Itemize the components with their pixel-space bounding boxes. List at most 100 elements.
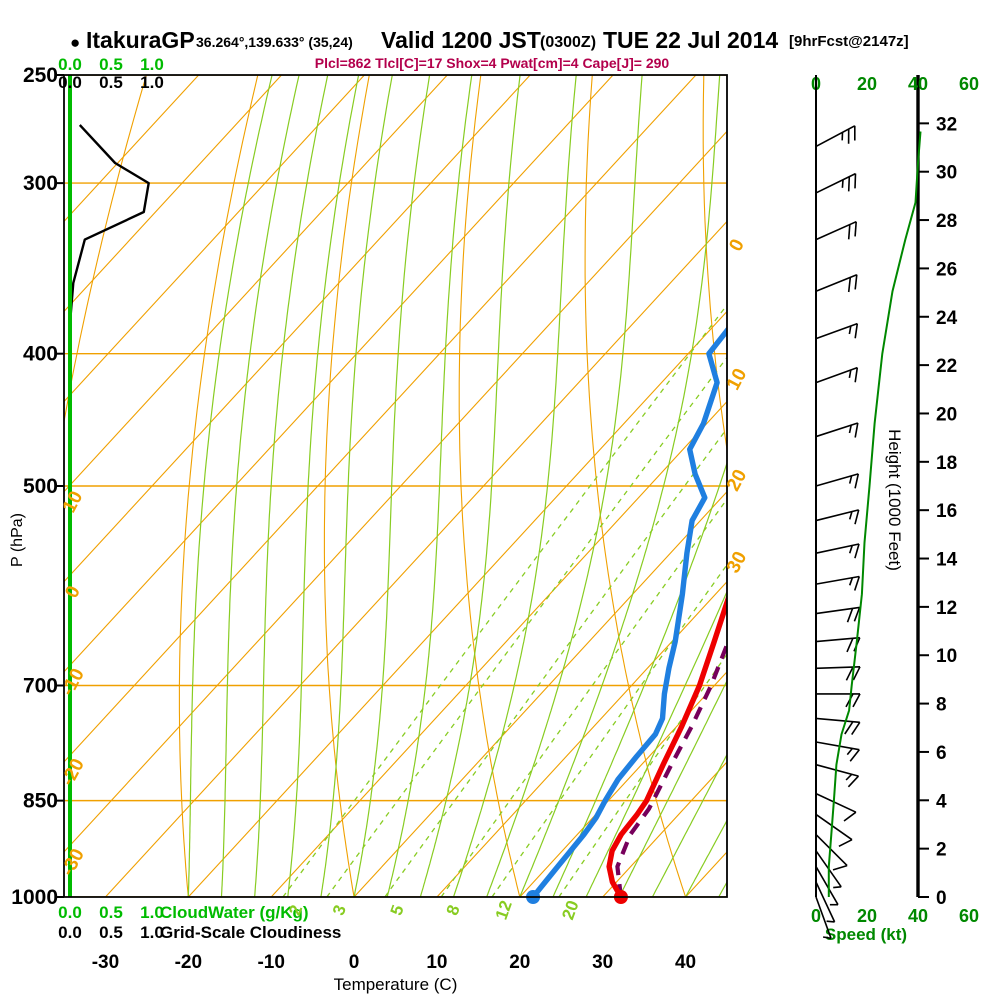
- wind-barb: [815, 693, 861, 708]
- cloudwater-tick-label-bottom: 0.5: [99, 903, 123, 922]
- wind-barb-full-flag: [843, 811, 857, 822]
- wind-barb: [815, 606, 861, 623]
- wind-barb-half-flag: [845, 773, 853, 781]
- saturated-adiabat-line: [519, 75, 721, 897]
- wind-barb-full-flag: [854, 422, 859, 438]
- wind-barb: [815, 763, 860, 788]
- wind-barb-shaft: [815, 881, 836, 923]
- wind-barb-full-flag: [847, 775, 860, 788]
- grid-layer: [63, 74, 1000, 904]
- mixing-ratio-label: 8: [443, 902, 464, 917]
- wind-barb-half-flag: [848, 577, 854, 586]
- cloudiness-tick-label-top: 1.0: [140, 73, 164, 92]
- isotherm-label-left: -20: [57, 755, 88, 789]
- wind-barb-full-flag: [847, 277, 852, 293]
- wind-barb-shaft: [815, 833, 848, 867]
- wind-barb-full-flag: [854, 323, 859, 339]
- isotherm-line: [64, 75, 200, 897]
- wind-barb-half-flag: [848, 424, 852, 434]
- wind-barb-shaft: [815, 606, 860, 615]
- wind-barb-half-flag: [848, 325, 852, 335]
- pressure-tick-label: 300: [23, 172, 58, 195]
- wind-barb-shaft: [815, 366, 858, 384]
- wind-barb: [815, 366, 859, 384]
- wind-barb-half-flag: [841, 179, 844, 188]
- wind-barb-half-flag: [833, 886, 842, 889]
- mixing-ratio-line: [384, 274, 727, 897]
- cloudiness-tick-label-bottom: 0.0: [58, 923, 82, 942]
- wind-barb-shaft: [815, 220, 857, 241]
- height-tick-label: 24: [936, 308, 958, 329]
- mixing-ratio-line: [440, 274, 727, 897]
- station-name: ItakuraGP: [86, 27, 195, 53]
- stats-line: Plcl=862 Tlcl[C]=17 Shox=4 Pwat[cm]=4 Ca…: [315, 55, 670, 71]
- wind-barb-full-flag: [854, 367, 859, 383]
- dry-adiabat-line: [458, 75, 521, 897]
- cloudiness-axis-title: Grid-Scale Cloudiness: [160, 923, 341, 942]
- wind-barb-full-flag: [849, 749, 860, 762]
- isotherm-line: [64, 75, 365, 897]
- isotherm-line: [851, 75, 1000, 897]
- wind-barb-full-flag: [853, 576, 861, 591]
- wind-barb-full-flag: [854, 221, 857, 237]
- isotherm-line: [105, 75, 727, 897]
- cloudwater-tick-label-top: 1.0: [140, 55, 164, 74]
- wind-barb-full-flag: [851, 721, 861, 736]
- wind-barb-shaft: [815, 741, 860, 751]
- wind-barb-full-flag: [854, 274, 858, 290]
- wind-barb-layer: [815, 75, 861, 940]
- height-tick-label: 22: [936, 356, 957, 377]
- temperature-tick-label: 30: [592, 952, 613, 973]
- forecast-label: [9hrFcst@2147z]: [789, 33, 909, 50]
- dry-adiabat-line: [815, 75, 1000, 897]
- pressure-tick-label: 850: [23, 790, 58, 813]
- wind-barb: [815, 717, 861, 736]
- wind-barb-shaft: [815, 273, 858, 292]
- height-tick-label: 14: [936, 550, 958, 571]
- height-tick-label: 20: [936, 404, 957, 425]
- saturated-adiabat-line: [287, 75, 360, 897]
- wind-barb-full-flag: [838, 838, 853, 848]
- speed-tick-label-bottom: 20: [857, 906, 877, 926]
- mixing-ratio-line: [558, 274, 727, 897]
- station-coords: 36.264°,139.633° (35,24): [196, 34, 353, 50]
- temperature-tick-label: -30: [92, 952, 119, 973]
- wind-barb-full-flag: [852, 666, 861, 681]
- isotherm-line: [436, 75, 727, 897]
- dry-adiabat-line: [584, 75, 687, 897]
- saturated-adiabat-line: [187, 75, 273, 897]
- pressure-tick-label: 1000: [11, 886, 58, 909]
- temperature-tick-label: -20: [175, 952, 202, 973]
- wind-barb-full-flag: [853, 607, 861, 622]
- wind-barb: [815, 792, 857, 822]
- isotherm-label-right: 0: [725, 236, 749, 255]
- wind-barb: [815, 509, 860, 525]
- pressure-tick-label: 500: [23, 475, 58, 498]
- wind-barb: [815, 741, 860, 762]
- isotherm-line: [270, 75, 727, 897]
- wind-barb: [815, 896, 832, 940]
- wind-barb-full-flag: [846, 637, 854, 653]
- wind-barb: [815, 543, 860, 559]
- speed-profile-layer: [827, 131, 922, 897]
- wind-barb-half-flag: [846, 747, 854, 756]
- wind-barb: [815, 666, 861, 681]
- isotherm-line: [768, 75, 1000, 897]
- mixing-ratio-label: 20: [558, 898, 582, 922]
- temperature-axis-title: Temperature (C): [334, 975, 458, 994]
- cloudwater-tick-label-bottom: 0.0: [58, 903, 82, 922]
- temperature-profile-line: [606, 128, 727, 897]
- saturated-adiabat-line: [618, 75, 727, 897]
- wind-barb: [815, 575, 861, 591]
- temperature-tick-label: -10: [257, 952, 284, 973]
- speed-profile-line: [827, 131, 922, 897]
- speed-tick-label-top: 40: [908, 74, 928, 94]
- wind-barb-shaft: [815, 322, 858, 340]
- height-tick-label: 6: [936, 743, 947, 764]
- pressure-tick-label: 250: [23, 64, 58, 87]
- height-tick-label: 2: [936, 840, 947, 861]
- mixing-ratio-label: 5: [387, 902, 408, 917]
- wind-barb-shaft: [815, 792, 857, 813]
